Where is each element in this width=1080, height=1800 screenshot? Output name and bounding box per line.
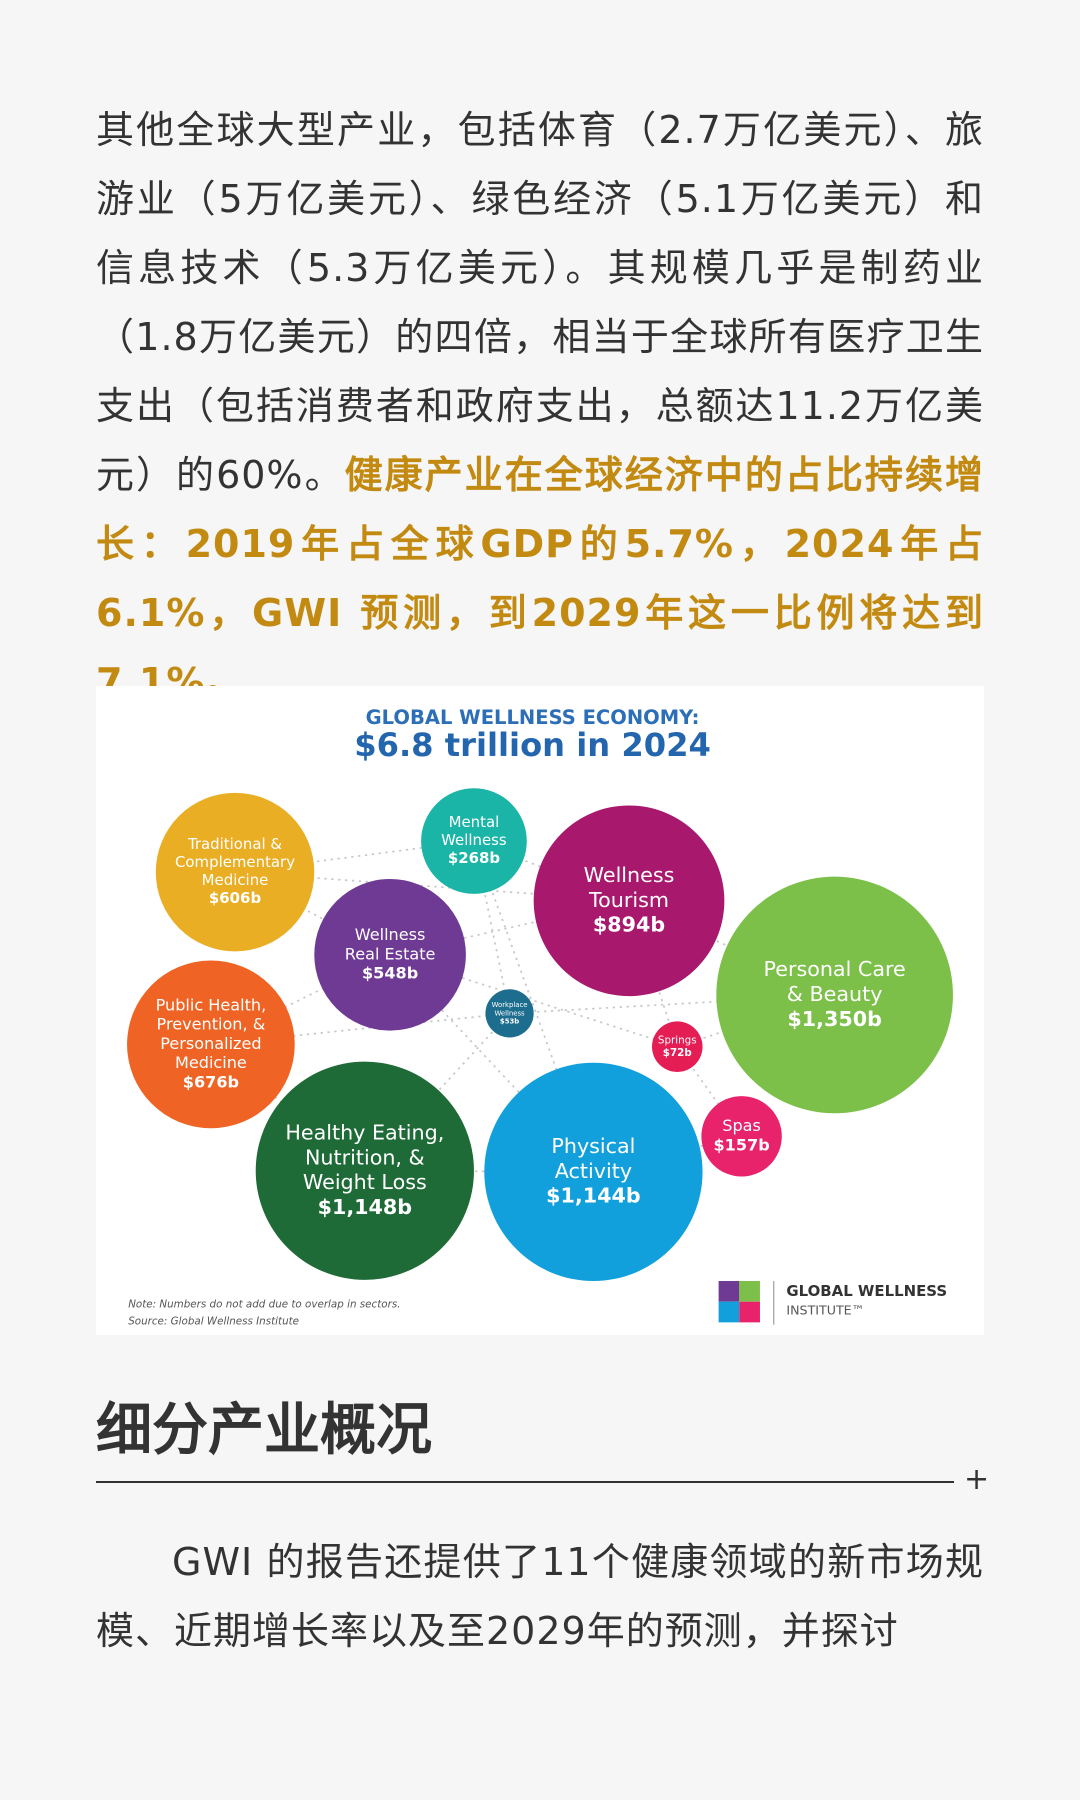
bubble-value: $157b bbox=[713, 1135, 769, 1154]
bubble bbox=[127, 960, 295, 1129]
bubble-label: Wellness bbox=[355, 925, 426, 944]
bubble-label: Nutrition, & bbox=[305, 1145, 425, 1169]
bubble-value: $548b bbox=[362, 964, 418, 983]
paragraph: 其他全球大型产业，包括体育（2.7万亿美元）、旅游业（5万亿美元）、绿色经济（5… bbox=[96, 96, 984, 717]
bubble-label: Wellness bbox=[494, 1009, 525, 1017]
bubble bbox=[716, 876, 953, 1114]
bubble-value: $1,148b bbox=[318, 1195, 413, 1219]
bubble-label: Public Health, bbox=[156, 995, 267, 1014]
bubble-label: Spas bbox=[722, 1116, 761, 1135]
bubble-value: $268b bbox=[448, 849, 501, 867]
bubble-value: $606b bbox=[209, 889, 262, 907]
bubble-label: Workplace bbox=[492, 1001, 528, 1009]
note: Note: Numbers do not add due to overlap … bbox=[128, 1298, 400, 1310]
bubble-label: Tourism bbox=[588, 888, 669, 912]
bubble-label: Prevention, & bbox=[157, 1015, 266, 1034]
bubble-label: Physical bbox=[551, 1134, 635, 1158]
figure-title: GLOBAL WELLNESS ECONOMY: bbox=[366, 706, 700, 729]
bubble-label: Traditional & bbox=[187, 835, 282, 853]
bubble-label: & Beauty bbox=[787, 982, 883, 1006]
bubble-label: Wellness bbox=[584, 863, 675, 887]
figure: GLOBAL WELLNESS ECONOMY: $6.8 trillion i… bbox=[96, 686, 984, 1335]
bubble-label: Activity bbox=[555, 1159, 632, 1183]
bubble-value: $676b bbox=[183, 1072, 239, 1091]
bubble-label: Complementary bbox=[175, 853, 295, 871]
bubble-value: $1,350b bbox=[787, 1007, 881, 1031]
logo-text: GLOBAL WELLNESS bbox=[786, 1282, 947, 1300]
bubble-value: $72b bbox=[663, 1047, 692, 1059]
bubble bbox=[533, 805, 725, 997]
logo-text: INSTITUTE™ bbox=[786, 1302, 864, 1317]
note: Source: Global Wellness Institute bbox=[128, 1316, 299, 1328]
divider bbox=[96, 1481, 954, 1483]
paragraph: GWI 的报告还提供了11个健康领域的新市场规模、近期增长率以及至2029年的预… bbox=[96, 1540, 984, 1653]
bubble bbox=[255, 1061, 474, 1280]
bubble-label: Healthy Eating, bbox=[285, 1121, 444, 1145]
highlight-text: 健康产业在全球经济中的占比持续增长：2019年占全球GDP的5.7%，2024年… bbox=[96, 453, 984, 704]
bubble-label: Springs bbox=[658, 1034, 697, 1046]
section-heading: 细分产业概况 bbox=[96, 1398, 432, 1463]
bubble bbox=[485, 989, 534, 1038]
bubble bbox=[651, 1021, 703, 1072]
bubble bbox=[701, 1096, 782, 1177]
bubble bbox=[314, 878, 466, 1031]
paragraph-text: 其他全球大型产业，包括体育（2.7万亿美元）、旅游业（5万亿美元）、绿色经济（5… bbox=[96, 108, 984, 497]
figure-subtitle: $6.8 trillion in 2024 bbox=[354, 726, 711, 764]
bubble-chart: GLOBAL WELLNESS ECONOMY: $6.8 trillion i… bbox=[127, 706, 953, 1328]
bubble-label: Personal Care bbox=[764, 957, 906, 981]
bubble bbox=[484, 1062, 703, 1282]
bubble bbox=[155, 792, 315, 952]
divider-plus: + bbox=[964, 1462, 990, 1497]
bubble-label: Medicine bbox=[202, 871, 269, 889]
bubble-label: Mental bbox=[449, 813, 500, 831]
bubble-label: Wellness bbox=[441, 831, 507, 849]
bubble-value: $1,144b bbox=[546, 1184, 641, 1208]
bubble-value: $53b bbox=[500, 1018, 519, 1026]
bubble-label: Weight Loss bbox=[303, 1170, 427, 1194]
bubble-value: $894b bbox=[593, 913, 665, 937]
bubble-label: Medicine bbox=[175, 1053, 247, 1072]
bubble-label: Personalized bbox=[160, 1034, 261, 1053]
logo bbox=[718, 1281, 775, 1325]
bubble bbox=[421, 788, 527, 894]
bubble-label: Real Estate bbox=[345, 944, 436, 963]
